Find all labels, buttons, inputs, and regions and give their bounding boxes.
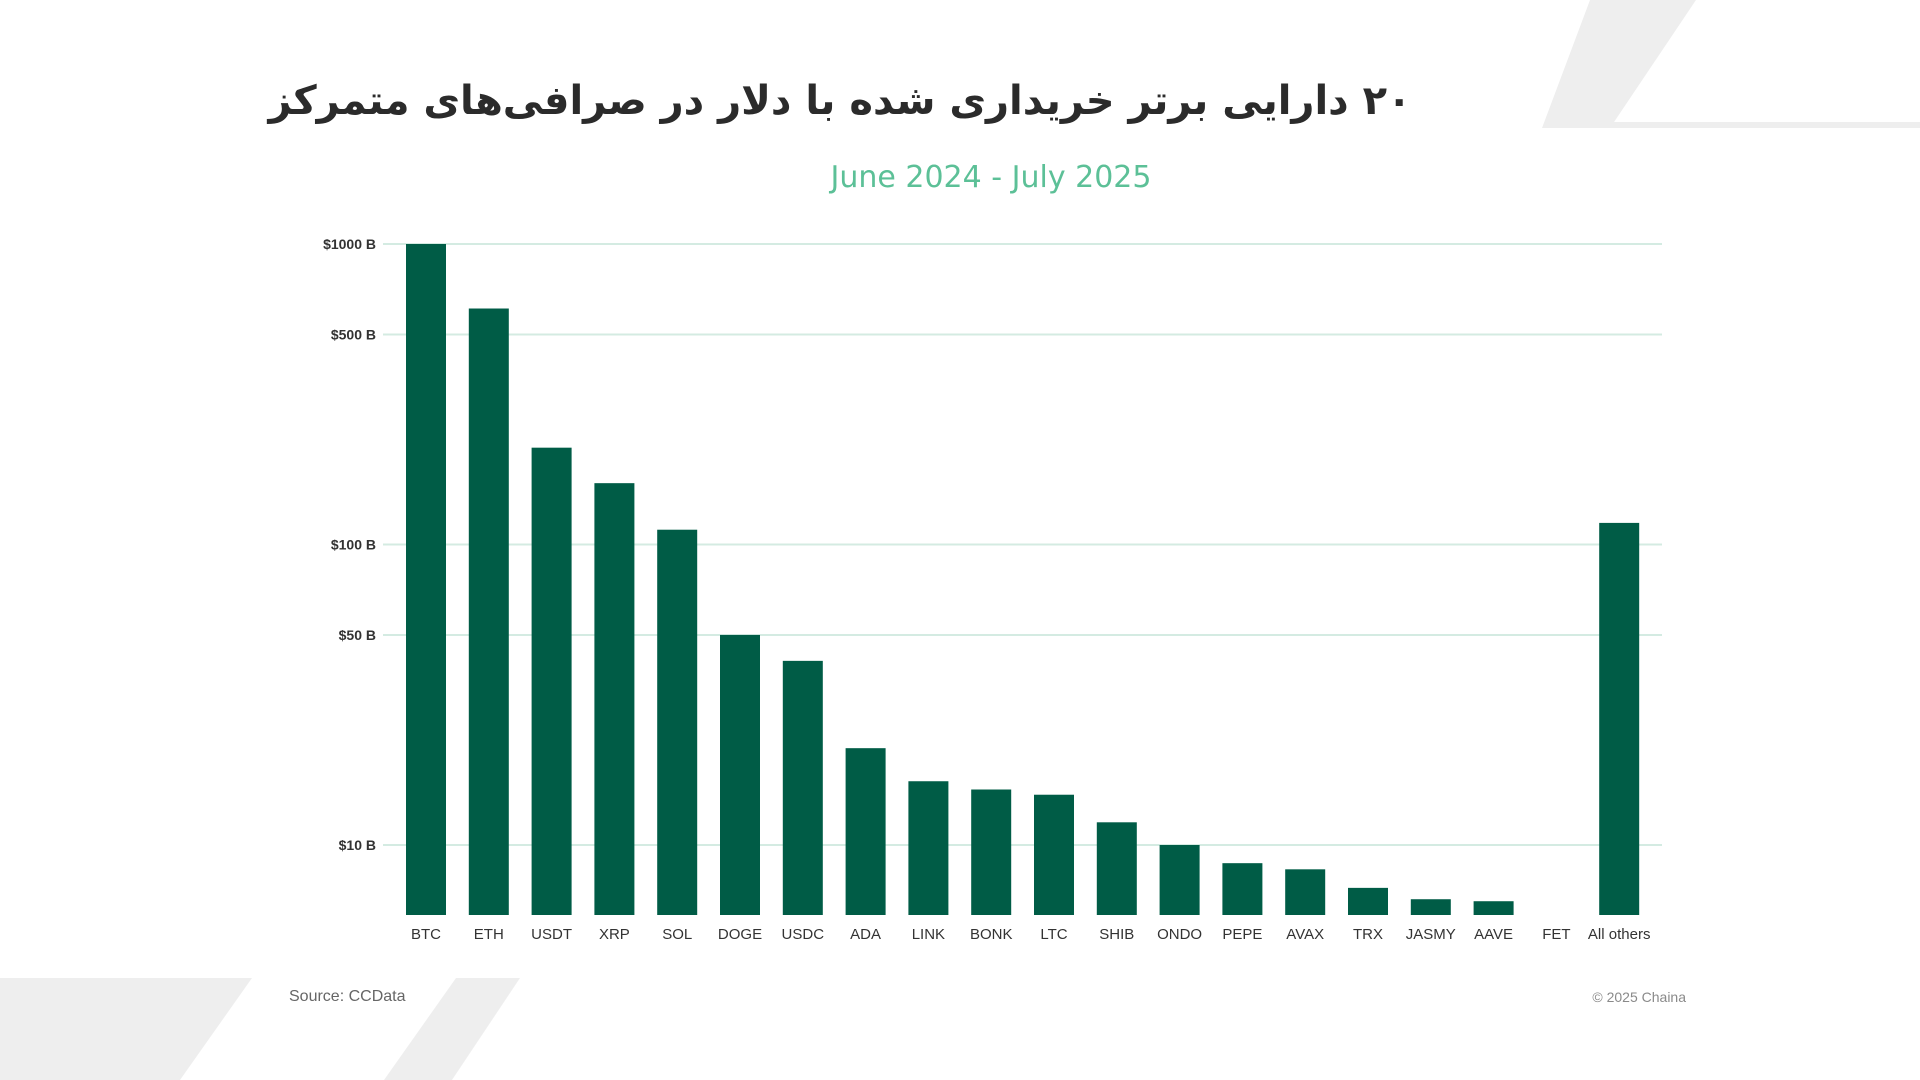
x-tick-label: USDT bbox=[531, 926, 572, 943]
x-tick-label: BTC bbox=[411, 926, 441, 943]
x-tick-label: PEPE bbox=[1222, 926, 1262, 943]
bar-link bbox=[908, 781, 949, 915]
chart-title: ۲۰ دارایی برتر خریداری شده با دلار در صر… bbox=[268, 78, 1412, 124]
bars bbox=[406, 244, 1640, 915]
x-tick-label: LTC bbox=[1040, 926, 1067, 943]
bar-usdt bbox=[531, 447, 572, 915]
bar-jasmy bbox=[1410, 899, 1451, 915]
gridlines bbox=[383, 243, 1662, 846]
x-tick-label: ADA bbox=[850, 926, 881, 943]
bar-trx bbox=[1348, 887, 1388, 915]
x-tick-label: XRP bbox=[599, 926, 630, 943]
source-note: Source: CCData bbox=[289, 988, 406, 1005]
copyright-note: © 2025 Chaina bbox=[1592, 989, 1686, 1005]
bar-all-others bbox=[1599, 522, 1640, 915]
bar-ltc bbox=[1034, 794, 1074, 915]
top-right-stripe bbox=[1542, 0, 1696, 128]
y-tick-label: $100 B bbox=[331, 537, 376, 553]
y-axis-ticks: $10 B $50 B $100 B $500 B $1000 B bbox=[323, 236, 376, 853]
y-tick-label: $50 B bbox=[339, 627, 376, 643]
top-right-band bbox=[1596, 122, 1920, 128]
bar-xrp bbox=[594, 483, 635, 915]
bar-aave bbox=[1473, 901, 1514, 915]
x-tick-label: ONDO bbox=[1157, 926, 1202, 943]
x-tick-label: AAVE bbox=[1474, 926, 1513, 943]
bottom-left-stripe-1 bbox=[0, 978, 252, 1080]
bar-avax bbox=[1285, 869, 1326, 915]
bar-doge bbox=[720, 634, 760, 915]
x-tick-label: ETH bbox=[474, 926, 504, 943]
y-tick-label: $1000 B bbox=[323, 236, 376, 252]
y-tick-label: $500 B bbox=[331, 326, 376, 342]
bar-ondo bbox=[1159, 845, 1200, 915]
x-tick-label: SOL bbox=[662, 926, 692, 943]
chart-subtitle: June 2024 - July 2025 bbox=[830, 160, 1152, 195]
x-tick-label: TRX bbox=[1353, 926, 1383, 943]
x-tick-label: JASMY bbox=[1406, 926, 1456, 943]
bar-bonk bbox=[971, 789, 1012, 915]
bar-sol bbox=[657, 529, 698, 915]
x-axis-labels: BTC ETH USDT XRP SOL DOGE USDC ADA LINK BONK LTC SH… bbox=[411, 926, 1650, 943]
bar-eth bbox=[468, 308, 509, 915]
bar-ada bbox=[845, 748, 886, 915]
x-tick-label: LINK bbox=[912, 926, 945, 943]
x-tick-label: DOGE bbox=[718, 926, 762, 943]
bar-btc bbox=[406, 244, 446, 915]
bar-pepe bbox=[1222, 863, 1263, 915]
x-tick-label: USDC bbox=[782, 926, 825, 943]
x-tick-label: SHIB bbox=[1099, 926, 1134, 943]
x-tick-label: All others bbox=[1588, 926, 1651, 943]
bar-shib bbox=[1096, 822, 1137, 915]
x-tick-label: AVAX bbox=[1286, 926, 1324, 943]
bottom-left-stripe-2 bbox=[384, 978, 520, 1080]
bar-usdc bbox=[782, 660, 823, 915]
x-tick-label: FET bbox=[1542, 926, 1570, 943]
y-tick-label: $10 B bbox=[339, 837, 376, 853]
x-tick-label: BONK bbox=[970, 926, 1013, 943]
